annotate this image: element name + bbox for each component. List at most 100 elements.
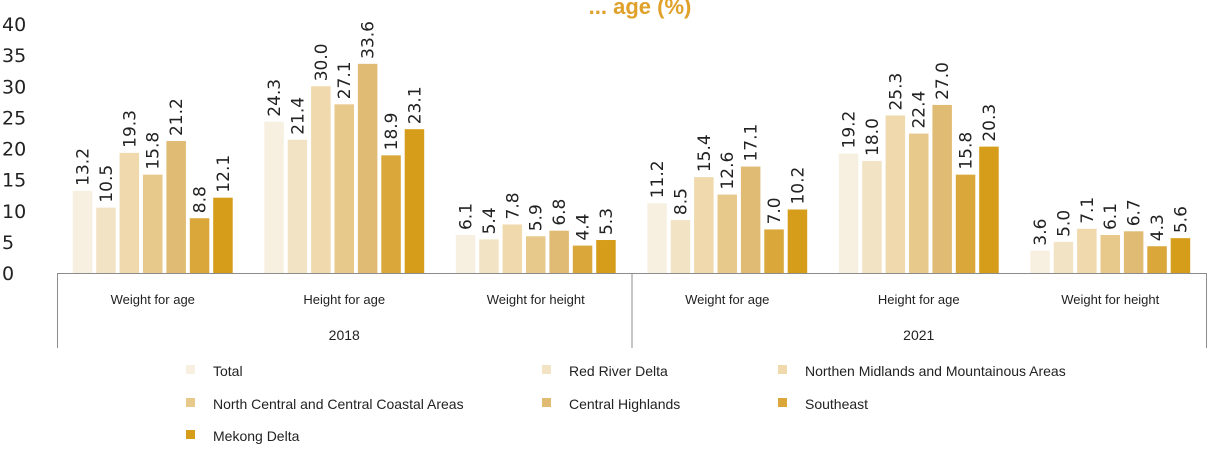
bar [1147,246,1167,273]
data-label: 11.2 [648,160,668,198]
bar [143,174,163,273]
bar [189,218,210,273]
data-label: 23.1 [405,86,425,124]
bar [670,220,691,273]
legend-swatch [186,398,195,407]
data-label: 27.1 [335,61,355,99]
data-label: 21.4 [288,97,308,135]
category-label: Weight for height [487,292,585,307]
data-label: 27.0 [933,62,953,100]
bar [549,230,569,273]
y-tick-label: 10 [2,201,26,223]
bar [694,177,714,273]
y-tick-label: 15 [2,170,26,192]
y-tick-label: 35 [2,45,26,67]
data-label: 30.0 [312,43,332,81]
data-label: 7.0 [765,197,785,224]
y-tick-label: 5 [2,232,14,254]
legend-swatch [186,430,195,439]
data-label: 6.1 [457,203,477,230]
data-label: 7.8 [503,192,523,219]
bar [526,236,546,273]
data-label: 8.5 [671,188,691,215]
legend-swatch [778,365,787,374]
bar [381,155,401,273]
bar [264,121,284,273]
data-label: 8.8 [191,186,211,213]
data-label: 18.0 [863,118,883,156]
bar [287,139,308,273]
data-label: 6.8 [550,199,570,226]
legend-item: Mekong Delta [186,428,300,444]
bar [311,86,331,273]
legend-item: Southeast [778,396,868,412]
bar [72,190,93,273]
legend-item: Central Highlands [542,396,680,412]
legend-item: Red River Delta [542,363,668,379]
data-label: 33.6 [359,21,379,59]
data-label: 18.9 [382,112,402,150]
legend-swatch [778,398,787,407]
category-label: Weight for age [685,292,769,307]
y-tick-label: 40 [2,14,26,36]
bar [404,129,425,273]
y-tick-label: 20 [2,139,26,161]
bar [955,174,976,273]
data-label: 15.8 [957,132,977,170]
category-label: Height for age [878,292,960,307]
legend-swatch [186,365,195,374]
data-label: 3.6 [1031,219,1051,246]
bar [740,166,761,273]
legend-label: Total [213,363,243,379]
legend-label: Mekong Delta [213,428,300,444]
legend: Total Red River Delta Northen Midlands and… [186,363,1066,444]
group-label: 2021 [903,327,934,343]
data-label: 19.3 [120,110,140,148]
y-axis: 0 5 10 15 20 25 30 35 40 [2,14,26,285]
bar [357,63,378,274]
data-label: 25.3 [886,73,906,111]
legend-label: Central Highlands [569,396,680,412]
group-label: 2018 [329,327,360,343]
bar [932,104,952,273]
category-label: Height for age [303,292,385,307]
y-tick-label: 25 [2,107,26,129]
bar [647,203,667,273]
legend-label: Red River Delta [569,363,668,379]
data-label: 12.6 [718,152,738,190]
bar [717,194,737,273]
bar [838,153,859,273]
bar [455,235,476,273]
legend-label: Northen Midlands and Mountainous Areas [805,363,1066,379]
bar [909,133,929,273]
data-label: 12.1 [214,155,234,193]
bar [119,152,140,273]
bar [166,141,186,273]
data-label: 20.3 [980,104,1000,142]
data-label: 10.5 [97,165,117,203]
data-label: 24.3 [265,79,285,117]
data-label: 5.0 [1054,210,1074,237]
bar [1123,231,1144,273]
chart-title: ... age (%) [589,0,692,19]
bar [96,207,116,273]
data-label: 10.2 [788,167,808,205]
y-tick-label: 0 [2,263,14,285]
category-label: Weight for age [111,292,195,307]
data-label: 5.6 [1171,206,1191,233]
bar [1170,238,1191,273]
bars [72,63,1191,274]
bar [1030,250,1050,273]
bar [885,115,906,273]
bar [334,104,354,274]
bar [502,224,523,273]
data-label: 4.3 [1148,214,1168,241]
data-label: 17.1 [742,124,762,162]
legend-item: Total [186,363,243,379]
y-tick-label: 30 [2,76,26,98]
data-label: 6.7 [1125,199,1145,226]
bar [862,160,882,273]
data-label: 5.9 [527,204,547,231]
bar [979,146,999,273]
